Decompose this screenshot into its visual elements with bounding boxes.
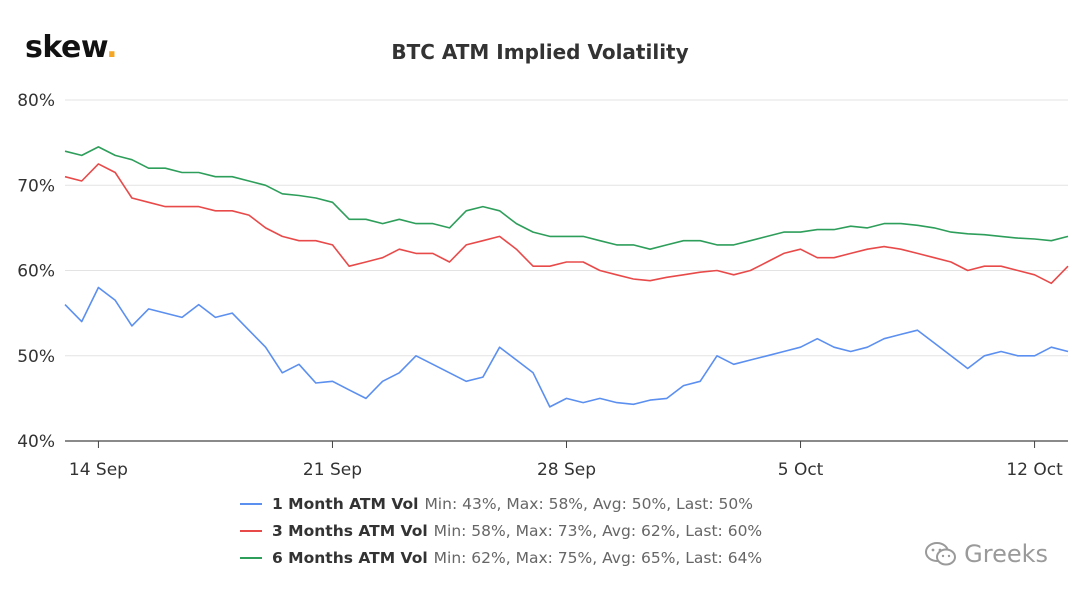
wechat-icon [925, 542, 957, 566]
watermark-text: Greeks [964, 540, 1048, 568]
x-tick-label: 14 Sep [69, 460, 128, 480]
y-axis: 40% 50% 60% 70% 80% [17, 91, 55, 452]
legend-item[interactable]: 1 Month ATM Vol Min: 43%, Max: 58%, Avg: … [240, 490, 762, 517]
logo-dot: . [106, 30, 118, 65]
logo-text: skew [25, 30, 107, 65]
legend-series-stats: Min: 58%, Max: 73%, Avg: 62%, Last: 60% [433, 521, 763, 540]
y-tick-label: 60% [17, 262, 55, 282]
legend-series-stats: Min: 62%, Max: 75%, Avg: 65%, Last: 64% [433, 548, 763, 567]
x-tick-label: 28 Sep [537, 460, 596, 480]
skew-logo: skew. [25, 30, 118, 65]
x-tick-label: 12 Oct [1006, 460, 1063, 480]
legend-item[interactable]: 6 Months ATM Vol Min: 62%, Max: 75%, Avg:… [240, 544, 762, 571]
legend-series-name: 3 Months ATM Vol [272, 521, 428, 540]
series-lines [64, 146, 1069, 408]
legend-swatch [240, 556, 262, 559]
legend-swatch [240, 502, 262, 505]
x-tick-label: 5 Oct [778, 460, 824, 480]
legend-item[interactable]: 3 Months ATM Vol Min: 58%, Max: 73%, Avg:… [240, 517, 762, 544]
series-line-1 [64, 286, 1069, 408]
legend-series-name: 6 Months ATM Vol [272, 548, 428, 567]
watermark: Greeks [924, 540, 1048, 568]
gridlines [65, 99, 1068, 442]
chart-title: BTC ATM Implied Volatility [391, 40, 689, 64]
y-tick-label: 70% [17, 176, 55, 196]
x-tick-label: 21 Sep [303, 460, 362, 480]
series-line-3 [64, 146, 1069, 250]
legend-series-name: 1 Month ATM Vol [272, 494, 419, 513]
legend: 1 Month ATM Vol Min: 43%, Max: 58%, Avg: … [240, 490, 762, 571]
y-tick-label: 50% [17, 347, 55, 367]
legend-swatch [240, 529, 262, 532]
x-axis: 14 Sep 21 Sep 28 Sep 5 Oct 12 Oct [69, 441, 1063, 480]
y-tick-label: 40% [17, 432, 55, 452]
y-tick-label: 80% [17, 91, 55, 111]
series-line-2 [64, 163, 1069, 285]
legend-series-stats: Min: 43%, Max: 58%, Avg: 50%, Last: 50% [424, 494, 753, 513]
